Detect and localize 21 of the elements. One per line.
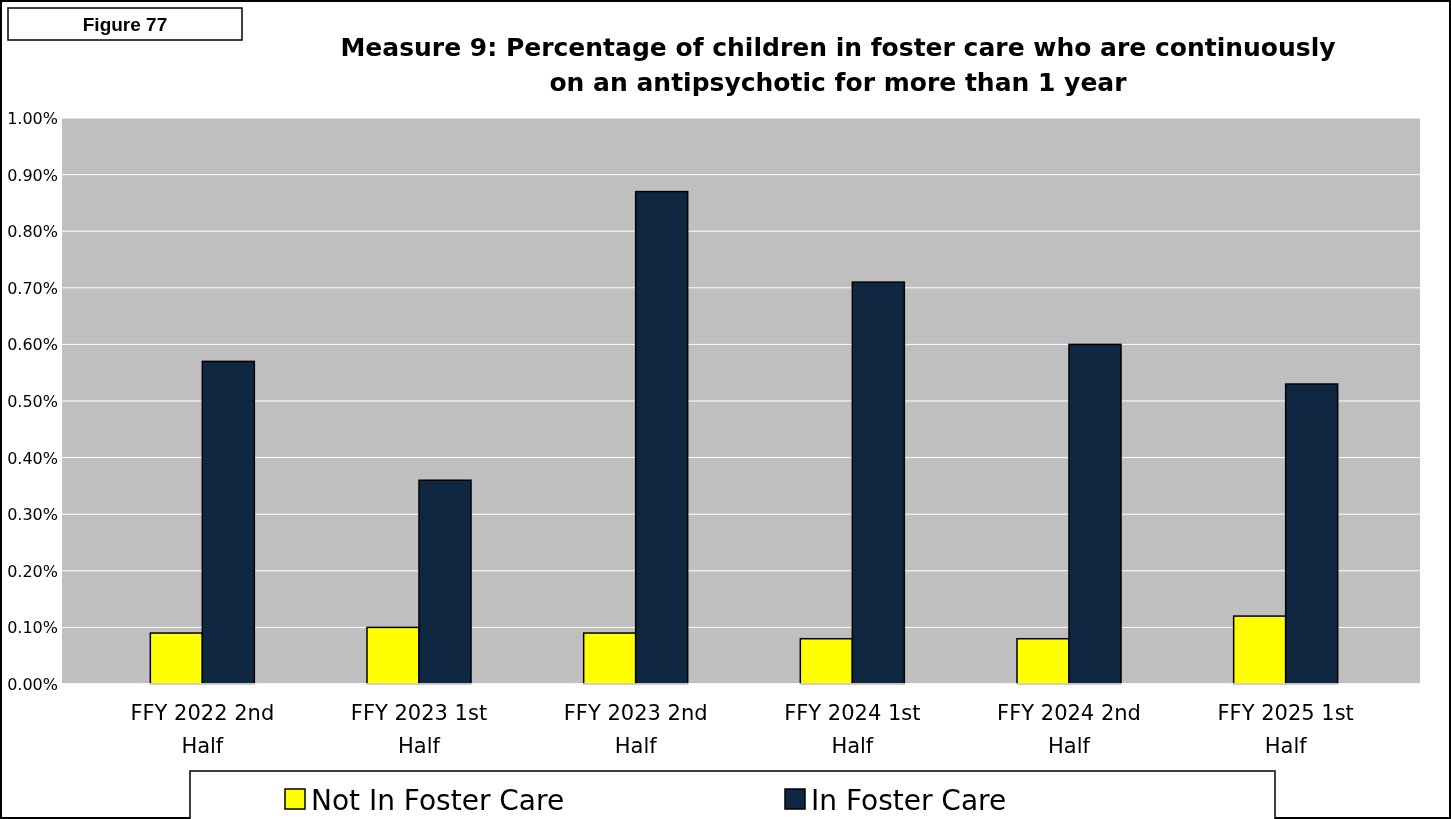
y-tick-label: 0.60% [7,335,58,355]
y-tick-label: 1.00% [7,109,58,128]
y-tick-label: 0.50% [7,392,58,411]
legend-label: Not In Foster Care [311,784,565,817]
y-tick-label: 0.70% [7,278,58,298]
x-tick-label: FFY 2024 1st Half [784,701,921,758]
y-tick-label: 0.20% [7,561,58,581]
x-tick-label: FFY 2024 2nd Half [997,701,1141,758]
chart-title: Measure 9: Percentage of children in foster care who are continuously on an antipsychotic for more than 1 year [340,33,1336,97]
x-tick-label: FFY 2023 1st Half [350,701,488,758]
x-tick-label: FFY 2025 1st Half [1217,701,1354,758]
y-tick-label: 0.00% [7,675,58,694]
y-tick-label: 0.80% [7,222,58,242]
y-tick-label: 0.90% [7,165,58,185]
y-tick-label: 0.10% [7,618,58,638]
x-tick-label: FFY 2022 2nd Half [130,701,275,758]
caption: Figure 77 [82,14,168,35]
y-tick-label: 0.40% [7,448,58,468]
y-tick-label: 0.30% [7,505,58,525]
x-tick-label: FFY 2023 2nd Half [563,701,708,758]
legend-label: In Foster Care [811,784,1007,817]
